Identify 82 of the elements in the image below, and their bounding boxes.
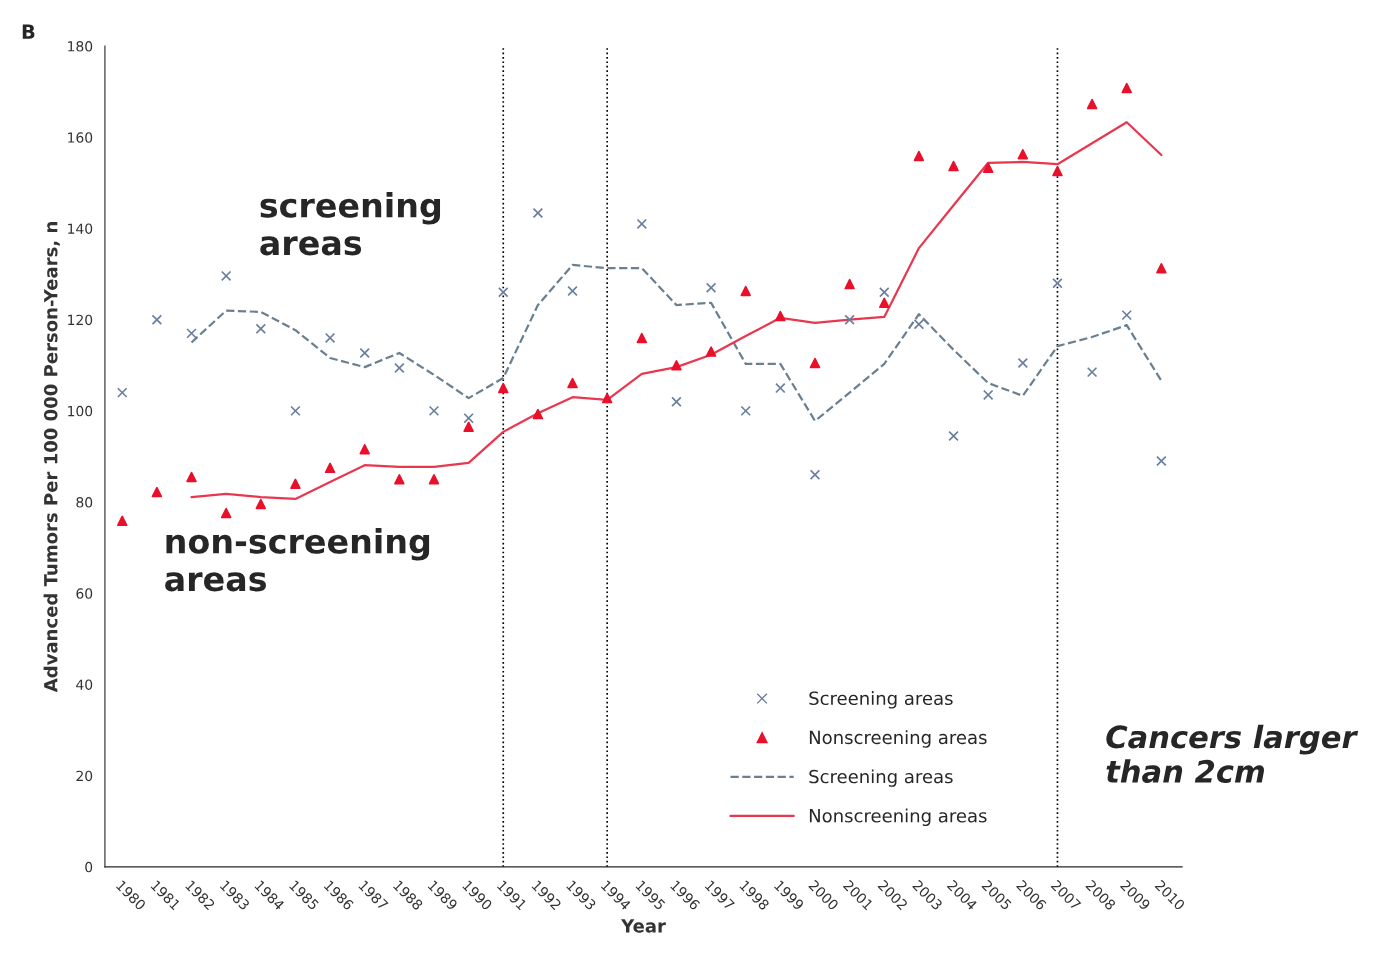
y-tick-label: 80 [76, 497, 93, 508]
point [1052, 277, 1063, 289]
point [220, 270, 232, 282]
point [1156, 455, 1167, 467]
point [290, 478, 301, 490]
legend-label: Nonscreening areas [809, 808, 987, 827]
point [463, 412, 474, 424]
point [151, 486, 163, 498]
point [879, 297, 890, 309]
point [636, 332, 648, 344]
point [982, 389, 994, 401]
y-tick-label: 140 [68, 223, 93, 234]
point [428, 474, 440, 485]
point [705, 282, 717, 293]
annotation: Cancers larger than 2cm [1106, 724, 1359, 783]
point [255, 498, 267, 510]
y-tick-label: 20 [76, 770, 93, 782]
point [913, 319, 925, 330]
point [255, 323, 267, 335]
point [324, 332, 336, 344]
y-tick-label: 160 [68, 132, 93, 143]
point [117, 515, 128, 527]
point [1017, 357, 1029, 369]
point [290, 405, 301, 417]
point [1017, 148, 1029, 160]
legend-label: Screening areas [809, 691, 953, 709]
point [740, 405, 751, 417]
point [844, 314, 855, 325]
point [775, 310, 786, 322]
text: B [22, 24, 35, 39]
point [1156, 262, 1167, 274]
point [844, 278, 855, 290]
point [117, 387, 128, 398]
point [636, 218, 648, 230]
point [359, 347, 370, 359]
y-tick-label: 40 [76, 679, 93, 690]
annotation: non-screening areas [165, 528, 430, 592]
y-tick-label: 100 [68, 405, 93, 417]
point [359, 443, 370, 455]
point [498, 287, 509, 298]
y-tick-label: 180 [68, 41, 93, 52]
point [671, 396, 682, 407]
point [982, 162, 994, 174]
point [671, 360, 682, 371]
legend-label: Nonscreening areas [809, 730, 987, 748]
y-tick-label: 120 [68, 314, 93, 326]
point [948, 430, 959, 442]
line-series [190, 263, 1163, 423]
point [151, 314, 163, 325]
point [428, 405, 440, 417]
point [567, 377, 578, 389]
point [705, 346, 717, 357]
y-axis-title: Advanced Tumors Per 100 000 Person-Years, n [43, 222, 60, 693]
point [879, 287, 890, 298]
point [498, 382, 509, 394]
point [394, 474, 405, 485]
point [740, 285, 751, 297]
point [1121, 82, 1132, 94]
point [394, 362, 405, 374]
y-tick-label: 0 [85, 861, 93, 873]
point [532, 207, 544, 219]
point [186, 328, 197, 339]
annotation: screening areas [260, 192, 441, 256]
y-tick-label: 60 [76, 588, 93, 599]
legend-label: Screening areas [809, 769, 953, 787]
point [186, 471, 197, 483]
point [775, 382, 786, 394]
point [809, 357, 821, 369]
point [948, 160, 959, 172]
point [1121, 309, 1132, 321]
point [324, 462, 336, 474]
point [220, 507, 232, 519]
point [913, 150, 925, 162]
point [567, 285, 578, 297]
point [1052, 165, 1063, 177]
point [1086, 98, 1098, 110]
point [601, 392, 613, 404]
point [809, 469, 821, 480]
point [1086, 366, 1098, 378]
x-axis-title: Year [620, 919, 666, 933]
point [463, 421, 474, 433]
point [532, 408, 544, 420]
